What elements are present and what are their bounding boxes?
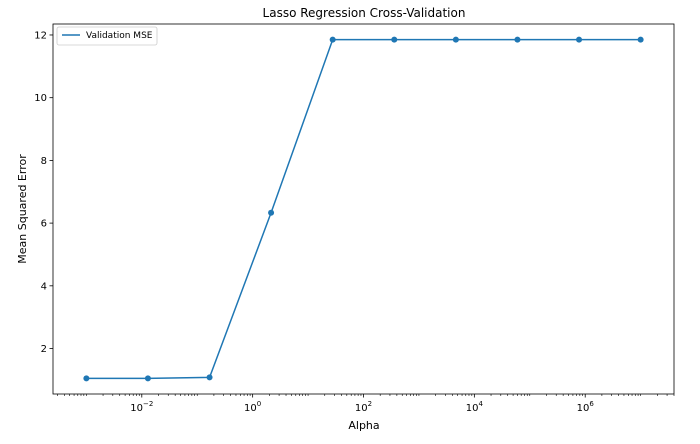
data-point — [268, 209, 275, 216]
data-point — [83, 375, 90, 382]
x-tick-exponent: −2 — [143, 400, 153, 408]
x-tick-exponent: 0 — [257, 400, 261, 408]
data-point — [329, 36, 336, 43]
x-tick-base: 10 — [244, 403, 257, 414]
data-point — [637, 36, 644, 43]
chart-title: Lasso Regression Cross-Validation — [263, 6, 466, 20]
x-tick-base: 10 — [466, 403, 479, 414]
data-point — [514, 36, 521, 43]
legend-label: Validation MSE — [86, 31, 153, 41]
series-layer — [83, 36, 644, 382]
x-tick-label: 10−2 — [130, 400, 153, 414]
x-tick-base: 10 — [130, 403, 143, 414]
x-tick-label: 102 — [355, 400, 372, 414]
x-axis-label: Alpha — [348, 419, 379, 432]
x-tick-exponent: 6 — [589, 400, 594, 408]
y-tick-label: 12 — [34, 30, 47, 41]
x-tick-base: 10 — [577, 403, 590, 414]
x-tick-base: 10 — [355, 403, 368, 414]
x-tick-exponent: 4 — [478, 400, 483, 408]
legend: Validation MSE — [56, 26, 158, 46]
y-tick-label: 2 — [41, 344, 47, 355]
y-tick-label: 4 — [41, 281, 47, 292]
y-tick-label: 6 — [41, 219, 47, 230]
x-tick-exponent: 2 — [368, 400, 372, 408]
data-point — [576, 36, 583, 43]
series-line — [86, 38, 641, 380]
y-axis: 2 4 6 8 10 12 — [34, 30, 53, 355]
x-tick-label: 100 — [244, 400, 261, 414]
plot-area — [52, 23, 675, 395]
y-tick-label: 8 — [41, 156, 47, 167]
y-tick-label: 10 — [34, 93, 47, 104]
x-axis: 10−2 100 102 104 106 — [57, 394, 675, 414]
data-point — [206, 374, 213, 381]
data-point — [452, 36, 459, 43]
data-point — [391, 36, 398, 43]
legend-box — [56, 26, 158, 46]
x-tick-label: 104 — [466, 400, 484, 414]
y-axis-label: Mean Squared Error — [16, 154, 29, 264]
data-point — [144, 375, 151, 382]
x-tick-label: 106 — [577, 400, 595, 414]
